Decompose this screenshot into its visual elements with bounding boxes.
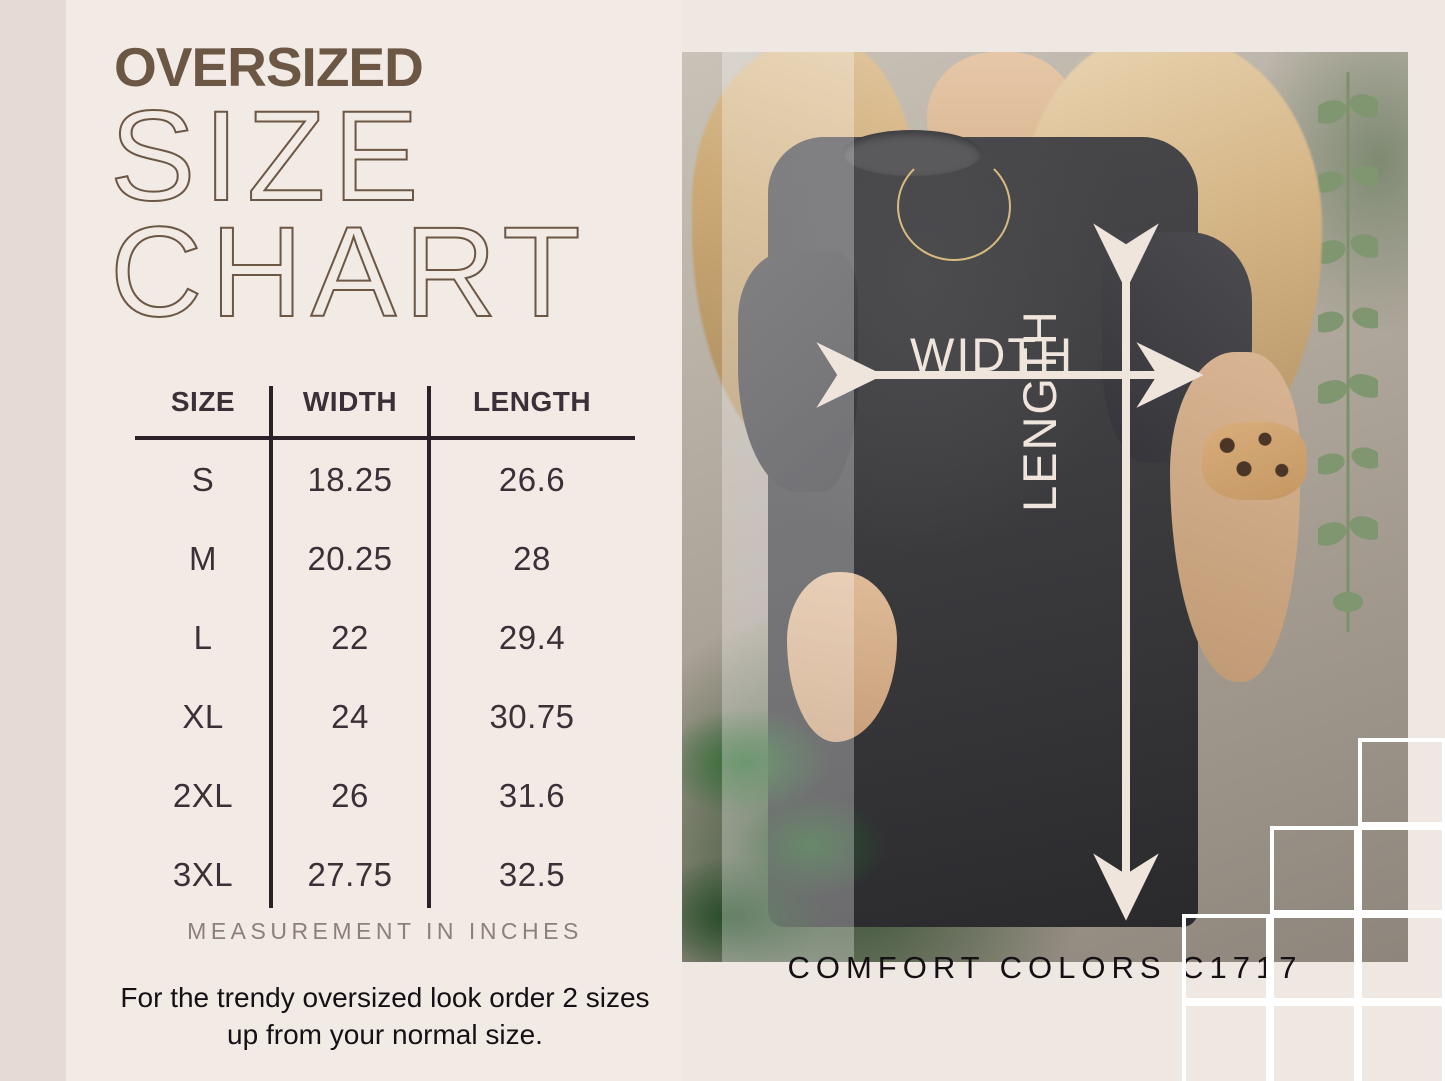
cell-length: 30.75 (489, 697, 575, 735)
tshirt-sleeve-left (738, 252, 858, 492)
table-row: 2XL 26 31.6 (135, 756, 635, 835)
column-header-size: SIZE (135, 386, 271, 440)
table-row: S 18.25 26.6 (135, 438, 635, 519)
cell-length: 32.5 (498, 855, 566, 893)
table-row: L 22 29.4 (135, 598, 635, 677)
column-header-length: LENGTH (429, 386, 635, 440)
cell-width: 20.25 (307, 539, 393, 577)
cell-length: 29.4 (498, 618, 566, 656)
size-table: SIZE WIDTH LENGTH S 18.25 26.6 M 20.25 2… (135, 386, 635, 914)
left-content-panel (66, 0, 682, 1081)
column-header-width: WIDTH (271, 386, 429, 440)
model-photo (682, 52, 1408, 962)
cell-size: XL (182, 697, 224, 735)
table-row: XL 24 30.75 (135, 677, 635, 756)
page-title-line2: CHART (109, 201, 589, 344)
cell-size: 3XL (172, 855, 234, 893)
cell-size: M (189, 539, 217, 577)
cell-size: L (193, 618, 213, 656)
cell-width: 26 (331, 776, 369, 814)
measurement-units-note: MEASUREMENT IN INCHES (187, 918, 583, 944)
cell-length: 28 (513, 539, 551, 577)
cell-size: S (191, 460, 215, 498)
table-row: M 20.25 28 (135, 519, 635, 598)
column-divider-1 (269, 386, 273, 908)
cell-width: 27.75 (307, 855, 393, 893)
eyebrow-heading: OVERSIZED (114, 36, 424, 98)
cell-width: 24 (331, 697, 369, 735)
column-divider-2 (427, 386, 431, 908)
leopard-scrunchie (1202, 422, 1307, 500)
cell-width: 22 (331, 618, 369, 656)
left-edge-strip (0, 0, 66, 1081)
cell-size: 2XL (172, 776, 234, 814)
product-caption: COMFORT COLORS C1717 (787, 950, 1303, 985)
size-table-wrapper: SIZE WIDTH LENGTH S 18.25 26.6 M 20.25 2… (135, 386, 635, 911)
cell-length: 31.6 (498, 776, 566, 814)
table-row: 3XL 27.75 32.5 (135, 835, 635, 914)
table-header-row: SIZE WIDTH LENGTH (135, 386, 635, 440)
cell-width: 18.25 (307, 460, 393, 498)
eucalyptus-sprig (1312, 72, 1384, 632)
cell-length: 26.6 (498, 460, 566, 498)
page-title-line1: SIZE (109, 85, 427, 228)
monstera-plant (682, 692, 902, 962)
order-advice-note: For the trendy oversized look order 2 si… (120, 982, 650, 1050)
necklace (897, 152, 1011, 261)
